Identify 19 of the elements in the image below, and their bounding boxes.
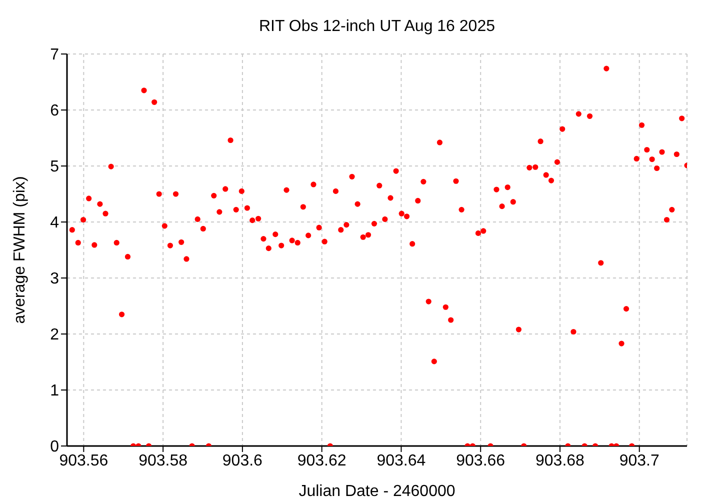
y-tick-label: 6 <box>50 102 60 120</box>
x-tick-label: 903.6 <box>222 452 263 470</box>
x-tick-label: 903.64 <box>376 452 426 470</box>
x-axis-title: Julian Date - 2460000 <box>298 483 456 500</box>
y-tick-label: 3 <box>50 270 60 288</box>
y-tick-label: 4 <box>50 214 60 232</box>
x-tick-label: 903.7 <box>619 452 660 470</box>
chart-title: RIT Obs 12-inch UT Aug 16 2025 <box>258 18 496 36</box>
x-tick-label: 903.68 <box>536 452 585 470</box>
y-tick-label: 0 <box>50 438 60 456</box>
y-tick-label: 5 <box>50 158 60 176</box>
x-tick-label: 903.66 <box>456 452 506 470</box>
x-tick-label: 903.62 <box>297 452 346 470</box>
y-tick-label: 7 <box>50 46 60 64</box>
y-tick-label: 1 <box>50 382 60 400</box>
y-axis-title: average FWHM (pix) <box>12 176 29 324</box>
y-tick-label: 2 <box>50 326 60 344</box>
x-tick-label: 903.56 <box>59 452 108 470</box>
x-tick-label: 903.58 <box>138 452 188 470</box>
